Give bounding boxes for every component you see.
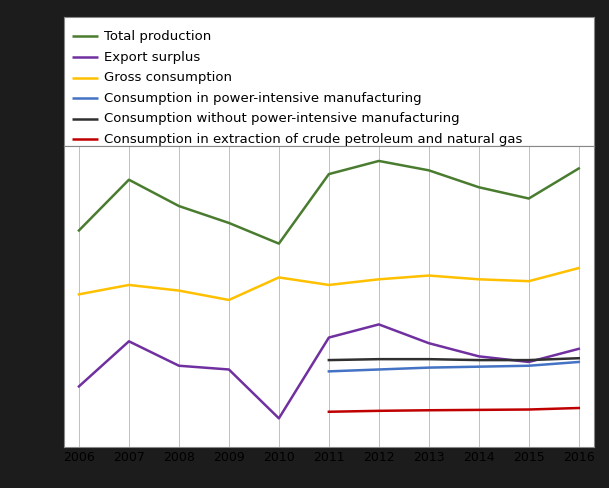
Text: Consumption without power-intensive manufacturing: Consumption without power-intensive manu… (104, 112, 459, 125)
Text: Consumption in power-intensive manufacturing: Consumption in power-intensive manufactu… (104, 92, 421, 105)
Text: Gross consumption: Gross consumption (104, 71, 231, 84)
Text: Consumption in extraction of crude petroleum and natural gas: Consumption in extraction of crude petro… (104, 133, 522, 146)
Text: Export surplus: Export surplus (104, 51, 200, 63)
Text: Total production: Total production (104, 30, 211, 43)
